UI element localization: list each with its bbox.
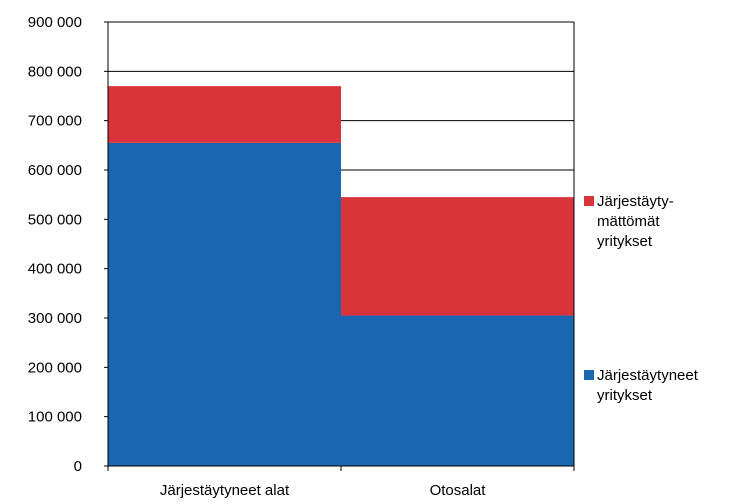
y-axis-ticks: 0 100 000 200 000 300 000 400 000 500 000 600 …: [28, 14, 108, 475]
legend-label-unorganized: Järjestäyty- mättömät yritykset: [597, 193, 674, 250]
y-tick-label: 400 000: [28, 261, 82, 278]
y-tick-label: 500 000: [28, 211, 82, 228]
y-tick-label: 600 000: [28, 162, 82, 179]
y-tick-label: 700 000: [28, 113, 82, 130]
y-tick-label: 800 000: [28, 63, 82, 80]
legend-swatch-unorganized: [584, 196, 594, 206]
y-tick-label: 200 000: [28, 359, 82, 376]
x-category-label: Otosalat: [430, 482, 487, 499]
y-tick-label: 0: [74, 458, 82, 475]
x-category-label: Järjestäytyneet alat: [160, 482, 290, 499]
y-tick-label: 100 000: [28, 409, 82, 426]
axes: [104, 21, 575, 471]
bars: [108, 86, 574, 466]
bar-unorganized-0: [108, 86, 341, 143]
legend-swatch-organized: [584, 370, 594, 380]
y-tick-label: 900 000: [28, 14, 82, 31]
x-axis-labels: Järjestäytyneet alat Otosalat: [160, 482, 486, 499]
y-tick-label: 300 000: [28, 310, 82, 327]
bar-organized-0: [108, 142, 341, 466]
bar-unorganized-1: [341, 197, 574, 316]
bar-organized-1: [341, 315, 574, 466]
legend-label-organized: Järjestäytyneet yritykset: [597, 367, 698, 404]
